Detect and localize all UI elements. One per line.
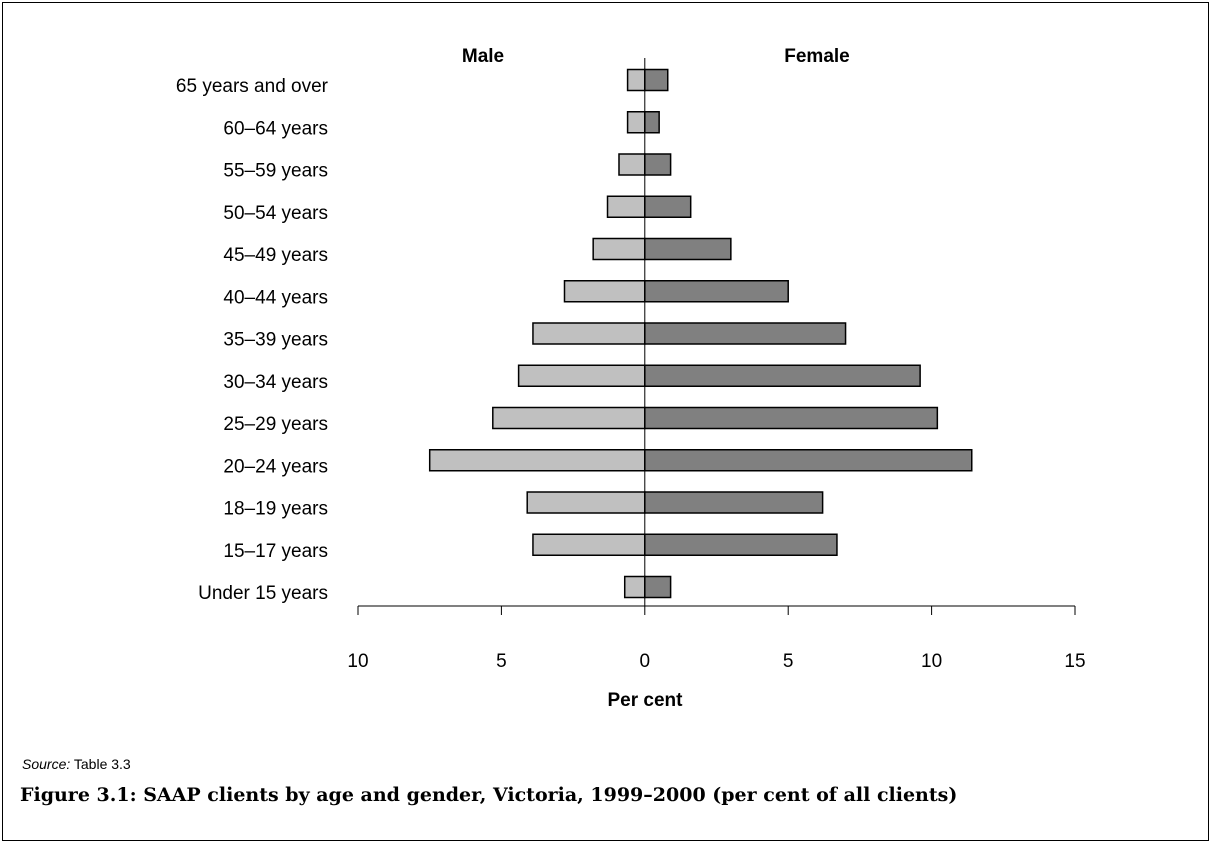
category-label-12: 65 years and over — [176, 76, 329, 97]
bar-male-8 — [592, 237, 646, 261]
legend-female-label: Female — [784, 46, 849, 67]
category-label-7: 40–44 years — [223, 287, 328, 308]
x-tick-label-5: 15 — [1064, 651, 1085, 672]
bar-female-11 — [644, 111, 660, 134]
x-axis-ticks: 10 5 0 5 10 15 — [347, 606, 1086, 672]
category-label-1: 15–17 years — [223, 541, 328, 562]
bar-female-3 — [644, 449, 973, 472]
x-tick-label-0: 10 — [347, 651, 368, 672]
figure-caption: Figure 3.1: SAAP clients by age and gend… — [20, 784, 958, 806]
bar-male-9 — [606, 195, 646, 218]
source-label: Source: — [22, 756, 71, 772]
bar-male-0 — [623, 575, 646, 599]
bar-male-7 — [563, 280, 646, 303]
bar-male-12 — [626, 68, 646, 92]
bar-male-10 — [618, 153, 646, 176]
x-tick-label-3: 5 — [783, 651, 794, 672]
x-tick-label-1: 5 — [496, 651, 507, 672]
category-label-8: 45–49 years — [223, 245, 328, 266]
bar-female-10 — [644, 153, 672, 176]
population-pyramid-chart: Male Female Under 15 years 15–17 years 18–… — [176, 46, 1086, 711]
x-tick-label-4: 10 — [921, 651, 942, 672]
x-tick-label-2: 0 — [640, 651, 651, 672]
category-label-9: 50–54 years — [223, 203, 328, 224]
bar-female-7 — [644, 280, 789, 303]
bar-female-4 — [644, 406, 939, 430]
source-text: Table 3.3 — [70, 756, 131, 772]
bar-male-5 — [517, 364, 646, 387]
category-label-0: Under 15 years — [198, 583, 328, 604]
bar-female-1 — [644, 533, 838, 556]
bar-male-6 — [532, 322, 646, 345]
bar-male-2 — [526, 491, 646, 514]
category-labels: Under 15 years 15–17 years 18–19 years 20–2… — [176, 76, 329, 604]
category-label-5: 30–34 years — [223, 372, 328, 393]
category-label-6: 35–39 years — [223, 330, 328, 351]
bar-female-0 — [644, 575, 672, 599]
category-label-4: 25–29 years — [223, 414, 328, 435]
bar-male-4 — [492, 406, 646, 430]
bar-female-5 — [644, 364, 921, 387]
bar-female-9 — [644, 195, 692, 218]
legend-male-label: Male — [462, 46, 504, 67]
category-label-3: 20–24 years — [223, 456, 328, 477]
bar-male-3 — [428, 449, 646, 472]
category-label-10: 55–59 years — [223, 161, 328, 182]
source-note: Source: Table 3.3 — [22, 756, 131, 772]
bar-female-12 — [644, 68, 669, 92]
bars-group — [428, 68, 973, 599]
bar-male-11 — [626, 111, 646, 134]
bar-male-1 — [532, 533, 646, 556]
bar-female-6 — [644, 322, 847, 345]
bar-female-8 — [644, 237, 732, 261]
bar-female-2 — [644, 491, 824, 514]
category-label-11: 60–64 years — [223, 118, 328, 139]
x-axis-title: Per cent — [608, 690, 684, 711]
category-label-2: 18–19 years — [223, 499, 328, 520]
